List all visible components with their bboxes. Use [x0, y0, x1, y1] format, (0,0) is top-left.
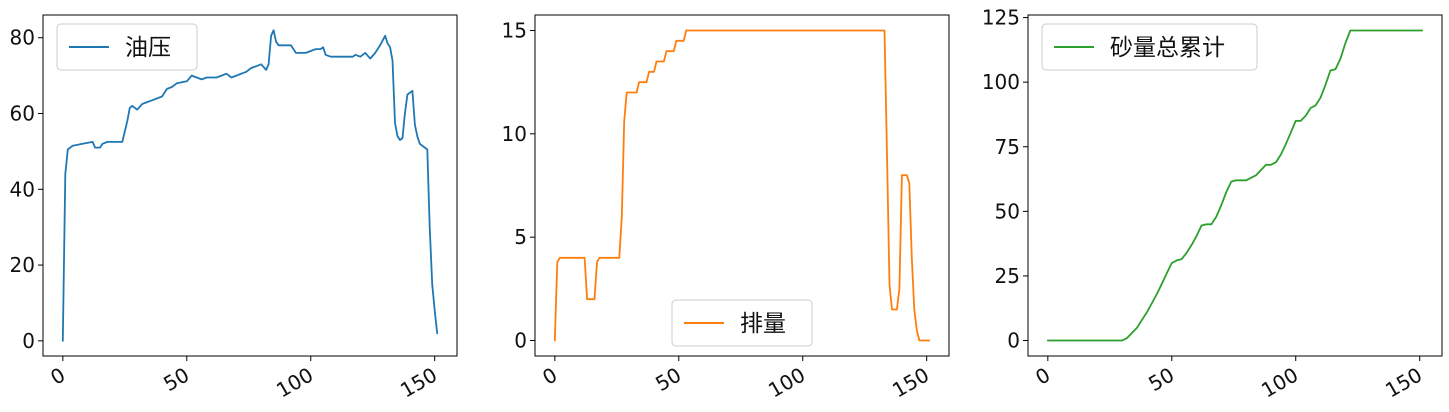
series-line-3-1 [1046, 29, 1424, 342]
y-tick-label: 125 [982, 6, 1020, 30]
legend-label: 排量 [740, 311, 786, 337]
x-tick-label: 100 [764, 363, 809, 403]
y-tick-label: 25 [995, 264, 1020, 288]
x-tick-label: 100 [272, 363, 317, 403]
y-tick-label: 40 [10, 177, 35, 201]
chart-panel-1: 0 20 40 60 80 0 50 100 150 油压 [10, 14, 458, 403]
legend: 砂量总累计 [1041, 23, 1258, 71]
chart-panel-3: 0 25 50 75 100 125 0 50 100 150 砂量总累计 [982, 6, 1443, 403]
y-tick-label: 80 [10, 26, 35, 50]
x-tick-label: 100 [1257, 363, 1302, 403]
y-tick-label: 20 [10, 253, 35, 277]
x-tick-label: 50 [159, 363, 193, 397]
y-tick-label: 0 [22, 329, 35, 353]
y-tick-label: 10 [502, 122, 527, 146]
y-tick-label: 15 [502, 19, 527, 43]
x-tick-label: 150 [1381, 363, 1426, 403]
axes-frame [1027, 14, 1443, 357]
x-tick-label: 50 [651, 363, 685, 397]
x-tick-label: 0 [1031, 363, 1054, 390]
x-tick-label: 150 [888, 363, 933, 403]
y-tick-label: 0 [1007, 329, 1020, 353]
y-tick-label: 5 [514, 225, 527, 249]
y-tick-label: 75 [995, 135, 1020, 159]
legend-label: 砂量总累计 [1110, 35, 1225, 61]
x-tick-label: 50 [1144, 363, 1178, 397]
y-tick-label: 50 [995, 199, 1020, 223]
legend-box [1041, 23, 1258, 71]
y-tick-label: 100 [982, 70, 1020, 94]
legend: 油压 [56, 23, 198, 71]
series-line-2-1 [553, 29, 931, 342]
axes-frame [42, 14, 458, 357]
legend-box [56, 23, 198, 71]
legend-label: 油压 [125, 35, 171, 61]
series-line-1-1 [61, 29, 439, 342]
y-tick-label: 60 [10, 102, 35, 126]
y-tick-label: 0 [514, 329, 527, 353]
x-tick-label: 150 [396, 363, 441, 403]
x-tick-label: 0 [46, 363, 69, 390]
legend: 排量 [671, 299, 813, 347]
legend-box [671, 299, 813, 347]
x-tick-label: 0 [538, 363, 561, 390]
axes-frame [534, 14, 950, 357]
